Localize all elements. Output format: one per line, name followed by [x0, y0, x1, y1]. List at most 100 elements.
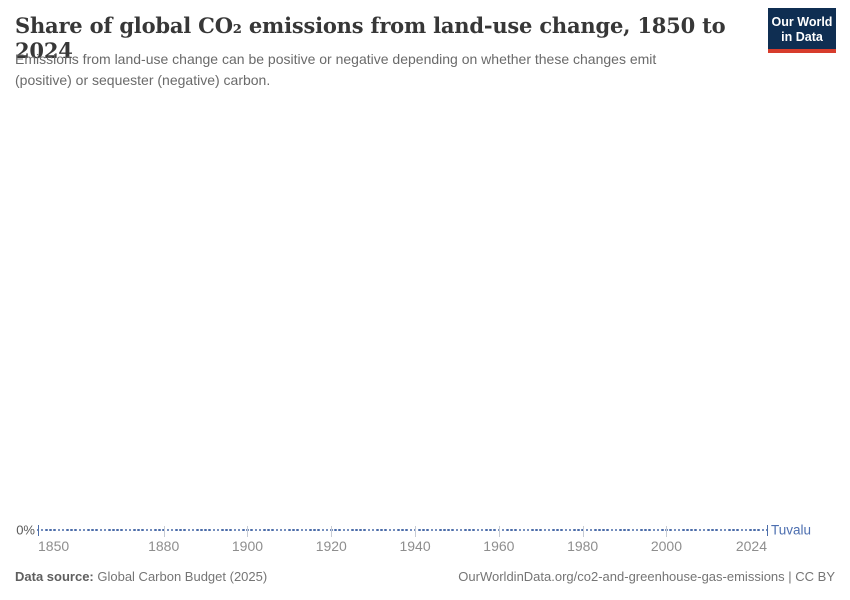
data-point [170, 528, 174, 532]
data-point [309, 528, 312, 532]
data-source-label: Data source: [15, 569, 94, 584]
data-point [254, 528, 258, 532]
data-point [631, 528, 635, 532]
x-axis-tick-mark [767, 525, 768, 536]
data-point [564, 528, 568, 532]
data-point [57, 528, 61, 532]
x-axis-tick-mark [582, 526, 584, 537]
data-point [434, 528, 438, 532]
data-point [560, 528, 563, 532]
data-point [288, 528, 291, 532]
chart-subtitle: Emissions from land-use change can be po… [15, 51, 657, 88]
footer-link[interactable]: OurWorldinData.org/co2-and-greenhouse-ga… [458, 569, 835, 584]
data-point [547, 528, 551, 532]
data-point [221, 528, 224, 532]
data-point [526, 528, 530, 532]
data-point [267, 528, 270, 532]
x-axis-tick-label: 1940 [399, 538, 431, 554]
plot-area[interactable] [36, 524, 769, 537]
data-point [698, 528, 702, 532]
data-point [195, 528, 199, 532]
data-point [510, 528, 513, 532]
data-point [350, 528, 354, 532]
data-point [652, 528, 656, 532]
data-point [409, 528, 413, 532]
data-point [593, 528, 597, 532]
data-point [438, 528, 442, 532]
data-point [367, 528, 371, 532]
data-point [283, 528, 287, 532]
data-point [116, 528, 119, 532]
data-point [514, 528, 517, 532]
data-point [40, 528, 44, 532]
data-point [518, 528, 522, 532]
data-point [166, 528, 170, 532]
x-axis-tick-mark [331, 526, 333, 537]
data-point [426, 528, 429, 532]
x-axis-tick-mark [247, 526, 249, 537]
data-point [359, 528, 362, 532]
data-point [602, 528, 605, 532]
x-axis-tick-label: 1980 [567, 538, 599, 554]
data-point [401, 528, 404, 532]
data-point [107, 528, 111, 532]
data-point [744, 528, 748, 532]
data-point [715, 528, 719, 532]
data-point [49, 528, 52, 532]
data-point [690, 528, 693, 532]
data-point [321, 528, 325, 532]
data-point [443, 528, 446, 532]
data-point [669, 528, 672, 532]
data-point [627, 528, 631, 532]
x-axis-tick-mark [415, 526, 417, 537]
data-point [237, 528, 241, 532]
data-point [723, 528, 727, 532]
data-point [103, 528, 107, 532]
data-point [610, 528, 614, 532]
data-point [552, 528, 555, 532]
x-axis-tick-mark [38, 525, 39, 536]
owid-logo[interactable]: Our World in Data [768, 8, 836, 53]
data-point [200, 528, 203, 532]
data-point [644, 528, 647, 532]
data-point [275, 528, 279, 532]
data-point [476, 528, 480, 532]
data-source-value: Global Carbon Budget (2025) [93, 569, 268, 584]
chart-footer: Data source: Global Carbon Budget (2025)… [15, 569, 835, 584]
data-point [505, 528, 509, 532]
data-point [120, 528, 124, 532]
series-entity-label[interactable]: Tuvalu [771, 522, 812, 538]
x-axis-tick-mark [498, 526, 500, 537]
data-point [447, 528, 450, 532]
data-point [145, 528, 149, 532]
data-point [702, 528, 706, 532]
data-point [732, 528, 735, 532]
data-point [216, 528, 220, 532]
x-axis-tick-mark [666, 526, 668, 537]
data-point [355, 528, 358, 532]
data-point [376, 528, 379, 532]
chart-title: Share of global CO₂ emissions from land-… [15, 13, 726, 63]
data-point [417, 528, 421, 532]
data-point [585, 528, 589, 532]
data-point [208, 528, 212, 532]
data-point [225, 528, 228, 532]
data-point [95, 528, 98, 532]
data-point [187, 528, 191, 532]
data-point [342, 528, 346, 532]
data-point [313, 528, 316, 532]
data-point [686, 528, 689, 532]
owid-logo-line2: in Data [781, 30, 823, 44]
data-point [204, 528, 207, 532]
y-axis-zero-label: 0% [16, 522, 35, 538]
data-point [501, 528, 505, 532]
data-point [753, 528, 756, 532]
data-point [137, 528, 140, 532]
data-point [430, 528, 434, 532]
data-point [271, 528, 274, 532]
data-point [568, 528, 572, 532]
data-point [598, 528, 601, 532]
data-point [384, 528, 388, 532]
data-point [183, 528, 186, 532]
data-point [623, 528, 626, 532]
